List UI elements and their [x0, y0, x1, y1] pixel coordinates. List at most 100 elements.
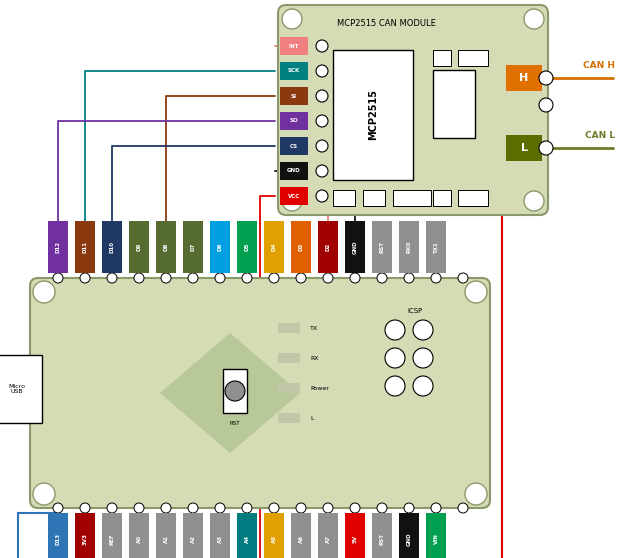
Bar [278, 383, 300, 393]
Circle shape [524, 191, 544, 211]
Circle shape [458, 273, 468, 283]
Bar [372, 221, 392, 273]
Circle shape [188, 503, 198, 513]
Circle shape [134, 273, 144, 283]
Bar [318, 513, 338, 558]
Text: D13: D13 [55, 533, 60, 545]
Circle shape [316, 90, 328, 102]
Circle shape [385, 348, 405, 368]
Bar [183, 221, 203, 273]
Bar [75, 221, 95, 273]
Bar [223, 369, 247, 413]
Bar [280, 162, 308, 180]
Text: ICSP: ICSP [407, 308, 422, 314]
Circle shape [225, 381, 245, 401]
Circle shape [377, 273, 387, 283]
Circle shape [539, 71, 553, 85]
Text: A6: A6 [298, 535, 303, 543]
Circle shape [282, 9, 302, 29]
Bar [237, 221, 257, 273]
Circle shape [80, 273, 90, 283]
Circle shape [385, 376, 405, 396]
FancyBboxPatch shape [278, 5, 548, 215]
Circle shape [215, 503, 225, 513]
Bar [278, 323, 300, 333]
Text: INT: INT [289, 44, 299, 49]
Text: D5: D5 [244, 243, 249, 251]
Text: L: L [310, 416, 313, 421]
Circle shape [188, 273, 198, 283]
Text: Power: Power [310, 386, 329, 391]
Bar [393, 190, 431, 206]
Text: Micro
USB: Micro USB [9, 383, 26, 395]
Bar [129, 221, 149, 273]
Circle shape [413, 376, 433, 396]
Circle shape [524, 9, 544, 29]
Bar [318, 221, 338, 273]
Circle shape [413, 348, 433, 368]
Text: A2: A2 [191, 535, 196, 543]
Circle shape [134, 503, 144, 513]
Bar [278, 353, 300, 363]
Text: GND: GND [353, 240, 358, 254]
Text: VCC: VCC [288, 194, 300, 199]
Circle shape [539, 98, 553, 112]
Circle shape [242, 273, 252, 283]
Text: D4: D4 [272, 243, 277, 251]
Text: A1: A1 [163, 535, 168, 543]
Bar [458, 50, 488, 66]
Circle shape [296, 503, 306, 513]
Bar [102, 221, 122, 273]
Bar [210, 513, 230, 558]
Circle shape [404, 273, 414, 283]
Bar [291, 513, 311, 558]
Text: D9: D9 [136, 243, 141, 251]
Circle shape [465, 281, 487, 303]
Circle shape [431, 503, 441, 513]
Bar [345, 513, 365, 558]
Bar [156, 513, 176, 558]
Bar [280, 87, 308, 105]
Bar [506, 65, 542, 91]
Circle shape [161, 503, 171, 513]
Text: A0: A0 [136, 535, 141, 543]
Bar [102, 513, 122, 558]
Bar [264, 221, 284, 273]
Bar [183, 513, 203, 558]
Bar [426, 513, 446, 558]
Circle shape [404, 503, 414, 513]
Bar [75, 513, 95, 558]
Circle shape [413, 320, 433, 340]
Circle shape [107, 273, 117, 283]
Text: CAN L: CAN L [585, 131, 615, 140]
Text: RST: RST [379, 241, 384, 253]
Bar [280, 112, 308, 130]
Bar [280, 62, 308, 80]
Text: GND: GND [287, 169, 301, 174]
Text: D3: D3 [298, 243, 303, 251]
Bar [426, 221, 446, 273]
Circle shape [377, 503, 387, 513]
Circle shape [385, 320, 405, 340]
Bar [210, 221, 230, 273]
Circle shape [242, 503, 252, 513]
Bar [363, 190, 385, 206]
Bar [399, 221, 419, 273]
Text: MCP2515: MCP2515 [368, 89, 378, 141]
FancyBboxPatch shape [30, 278, 490, 508]
Text: RX0: RX0 [406, 241, 412, 253]
Text: GND: GND [406, 532, 412, 546]
Text: SI: SI [291, 94, 297, 99]
Bar [372, 513, 392, 558]
Text: CAN H: CAN H [583, 61, 615, 70]
Bar [278, 413, 300, 423]
Text: H: H [520, 73, 529, 83]
Text: L: L [520, 143, 528, 153]
Text: REF: REF [110, 533, 115, 545]
Text: D2: D2 [325, 243, 330, 251]
Circle shape [80, 503, 90, 513]
Bar [237, 513, 257, 558]
Bar [280, 137, 308, 155]
Bar [48, 513, 68, 558]
Circle shape [215, 273, 225, 283]
